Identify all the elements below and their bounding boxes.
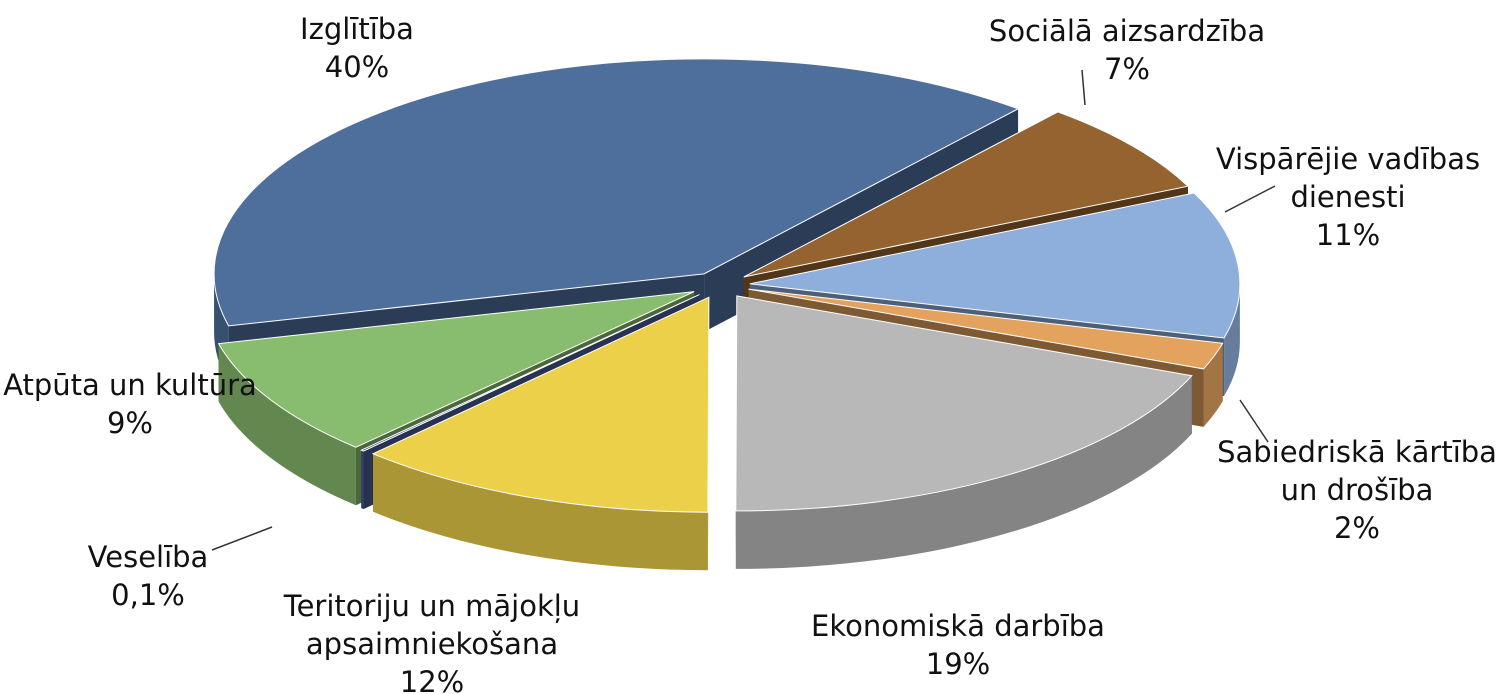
slice-label: Atpūta un kultūra 9% (0, 366, 280, 442)
category-label: Veselība (87, 540, 209, 574)
slice-label: Sociālā aizsardzība 7% (977, 12, 1277, 88)
category-label: Izglītība (300, 12, 414, 46)
value-label: 11% (1315, 218, 1381, 252)
slice (360, 294, 700, 452)
slice-label: Veselība 0,1% (48, 538, 248, 614)
leader-line (1239, 399, 1269, 443)
slice-side (218, 343, 356, 506)
leader-line (1224, 185, 1276, 213)
category-label: Sabiedriskā kārtība un drošība (1217, 435, 1497, 507)
slice-side (361, 450, 364, 510)
value-label: 2% (1333, 511, 1380, 545)
slices (213, 58, 1241, 571)
slice (749, 192, 1241, 339)
slice (735, 295, 1193, 512)
value-label: 40% (324, 50, 390, 84)
slice (217, 291, 695, 448)
value-label: 19% (925, 647, 991, 681)
slice-label: Izglītība 40% (207, 10, 507, 86)
slice-label: Ekonomiskā darbība 19% (778, 607, 1138, 683)
slice-label: Sabiedriskā kārtība un drošība 2% (1197, 433, 1512, 547)
slice (371, 296, 710, 513)
leader-line (1081, 69, 1086, 106)
slice (743, 111, 1190, 278)
value-label: 0,1% (111, 578, 185, 612)
category-label: Ekonomiskā darbība (811, 609, 1105, 643)
category-label: Vispārējie vadības dienesti (1215, 142, 1481, 214)
leader-line (211, 526, 273, 551)
slice-label: Vispārējie vadības dienesti 11% (1213, 140, 1483, 254)
value-label: 9% (106, 406, 153, 440)
category-label: Sociālā aizsardzība (988, 14, 1266, 48)
value-label: 7% (1103, 52, 1150, 86)
category-label: Atpūta un kultūra (3, 368, 257, 402)
category-label: Teritoriju un mājokļu apsaimniekošana (283, 589, 581, 661)
slice-label: Teritoriju un mājokļu apsaimniekošana 12% (267, 587, 597, 694)
slice (213, 58, 1020, 327)
slice-side (735, 375, 1192, 569)
slice (748, 288, 1224, 370)
slice-side (373, 453, 708, 571)
value-label: 12% (399, 665, 465, 694)
